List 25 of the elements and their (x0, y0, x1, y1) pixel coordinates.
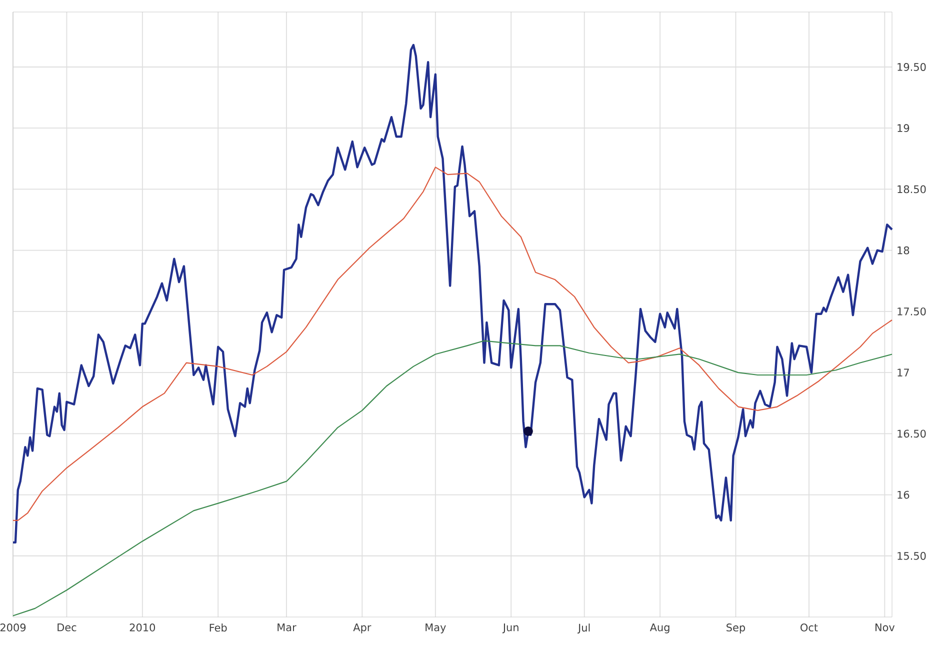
y-tick-label: 19.50 (898, 63, 926, 71)
x-tick-label: 2009 (0, 624, 26, 632)
y-tick-label: 18 (898, 246, 910, 254)
y-tick-label: 15.50 (898, 552, 926, 560)
x-tick-label: Nov (876, 624, 895, 632)
x-tick-label: Apr (353, 624, 372, 634)
y-tick-label: 19 (898, 124, 910, 132)
y-tick-label: 17 (898, 368, 909, 376)
y-tick-label: 16.50 (898, 430, 926, 438)
x-tick-label: Jul (578, 624, 590, 634)
y-tick-label: 17.50 (898, 307, 926, 316)
x-tick-label: Aug (650, 624, 670, 634)
y-tick-label: 18.50 (898, 185, 926, 194)
x-tick-label: Sep (726, 624, 746, 634)
x-tick-label: Mar (278, 624, 296, 632)
line-series (12, 166, 893, 521)
line-series (12, 340, 893, 616)
line-series (12, 44, 894, 544)
y-tick-label: 16 (898, 490, 910, 499)
x-tick-label: Dec (58, 624, 76, 632)
x-tick-label: May (426, 624, 446, 634)
x-tick-label: Oct (800, 624, 818, 632)
x-tick-label: 2010 (130, 624, 156, 632)
x-tick-label: Feb (210, 624, 227, 632)
x-tick-label: Jun (502, 624, 518, 634)
